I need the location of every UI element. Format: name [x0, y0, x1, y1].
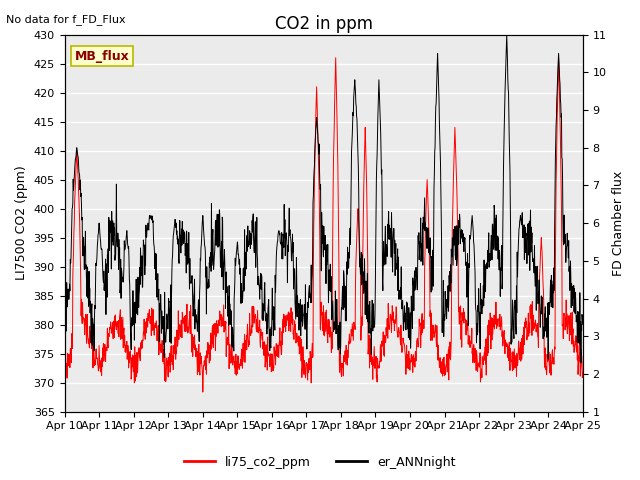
Text: MB_flux: MB_flux: [75, 49, 130, 63]
Text: No data for f_FD_Flux: No data for f_FD_Flux: [6, 14, 126, 25]
Legend: li75_co2_ppm, er_ANNnight: li75_co2_ppm, er_ANNnight: [179, 451, 461, 474]
Y-axis label: LI7500 CO2 (ppm): LI7500 CO2 (ppm): [15, 166, 28, 280]
Y-axis label: FD Chamber flux: FD Chamber flux: [612, 170, 625, 276]
Title: CO2 in ppm: CO2 in ppm: [275, 15, 372, 33]
